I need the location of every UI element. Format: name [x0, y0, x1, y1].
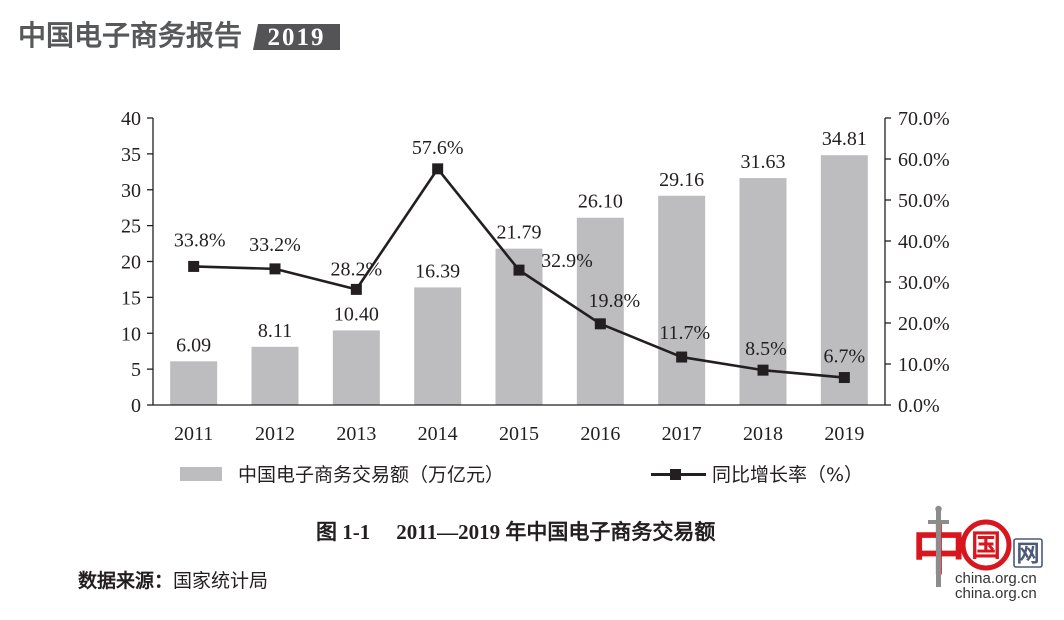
pillar-top [935, 505, 942, 513]
legend-bar-label: 中国电子商务交易额（万亿元） [238, 464, 505, 486]
growth-rate-marker-2014 [432, 163, 444, 175]
growth-rate-marker-2012 [269, 263, 281, 275]
growth-rate-marker-2013 [350, 283, 362, 295]
x-tick-label-2011: 2011 [174, 423, 213, 445]
logo-domain-line-1: china.org.cn [955, 570, 1037, 587]
growth-rate-label-2018: 8.5% [745, 338, 787, 360]
bar-2012 [251, 346, 299, 405]
right-y-tick-label: 40.0% [898, 231, 950, 253]
x-tick-label-2016: 2016 [580, 423, 620, 445]
right-y-tick-labels: 0.0% 10.0% 20.0% 30.0% 40.0% 50.0% 60.0% 70.0% [898, 108, 950, 417]
growth-rate-label-2014: 57.6% [412, 137, 464, 159]
huabiao-pillar-icon [928, 505, 949, 587]
right-y-tick-label: 50.0% [898, 190, 950, 212]
logo-guo-glyph: 国 [971, 529, 1001, 564]
growth-rate-label-2012: 33.2% [249, 234, 301, 256]
axes [147, 117, 891, 406]
figure-number: 图 1-1 [316, 520, 371, 544]
legend-line-swatch [651, 469, 706, 480]
left-y-tick-label: 30 [121, 180, 141, 202]
growth-rate-labels: 33.8% 33.2% 28.2% 57.6% 32.9% 19.8% 11.7% 8.5% 6… [174, 137, 865, 368]
logo-wang-box [1013, 538, 1043, 568]
growth-rate-marker-2015 [513, 264, 525, 276]
left-y-tick-label: 15 [121, 287, 141, 309]
bar-2014 [414, 287, 462, 405]
data-source-label: 数据来源： [78, 570, 174, 592]
bar-label-2015: 21.79 [497, 222, 542, 244]
bar-label-2011: 6.09 [176, 334, 211, 356]
bar-2013 [332, 330, 380, 405]
bar-label-2016: 26.10 [578, 191, 623, 213]
growth-rate-label-2013: 28.2% [330, 258, 382, 280]
bar-label-2018: 31.63 [741, 151, 786, 173]
left-y-tick-label: 25 [121, 216, 141, 238]
pillar-shaft [936, 509, 941, 587]
x-tick-label-2012: 2012 [255, 423, 295, 445]
right-y-tick-label: 70.0% [898, 108, 950, 130]
left-y-tick-labels: 0 5 10 15 20 25 30 35 40 [121, 108, 141, 417]
x-tick-label-2014: 2014 [418, 423, 458, 445]
growth-rate-marker-2017 [676, 351, 688, 363]
growth-rate-label-2019: 6.7% [823, 346, 865, 368]
data-source: 数据来源：国家统计局 [78, 568, 268, 594]
x-tick-label-2018: 2018 [743, 423, 783, 445]
bar-2017 [658, 195, 706, 405]
bar-label-2012: 8.11 [258, 320, 292, 342]
growth-rate-marker-2018 [757, 364, 769, 376]
pillar-cloud-board [928, 520, 949, 524]
growth-rate-marker-2011 [188, 260, 200, 272]
left-y-tick-label: 10 [121, 323, 141, 345]
left-y-tick-label: 5 [131, 359, 141, 381]
right-y-tick-label: 60.0% [898, 149, 950, 171]
bar-label-2019: 34.81 [822, 128, 867, 150]
china-org-cn-logo: 中 国 网 china.org.cn china.org.cn [912, 505, 1043, 602]
growth-rate-label-2017: 11.7% [659, 322, 710, 344]
data-source-value: 国家统计局 [173, 570, 269, 592]
growth-rate-marker-2019 [838, 372, 850, 384]
bar-series [170, 155, 868, 405]
legend-bar-swatch [180, 467, 222, 481]
figure-caption: 图 1-1 2011—2019 年中国电子商务交易额 [316, 518, 715, 546]
logo-guo-ring [960, 519, 1012, 571]
report-title: 中国电子商务报告 [18, 19, 243, 52]
bar-data-labels: 6.09 8.11 10.40 16.39 21.79 26.10 29.16 31.63 34… [176, 128, 867, 356]
right-y-tick-label: 0.0% [898, 395, 940, 417]
bar-2019 [820, 155, 868, 405]
figure-title: 2011—2019 年中国电子商务交易额 [396, 520, 716, 544]
x-tick-labels: 2011 2012 2013 2014 2015 2016 2017 2018 2019 [174, 423, 864, 445]
x-tick-label-2015: 2015 [499, 423, 539, 445]
right-y-tick-label: 30.0% [898, 272, 950, 294]
left-y-tick-label: 20 [121, 252, 141, 274]
growth-rate-markers [188, 163, 850, 384]
report-year-badge: 2019 [253, 24, 340, 50]
logo-wang-glyph: 网 [1017, 541, 1040, 567]
right-y-tick-label: 20.0% [898, 313, 950, 335]
x-tick-label-2013: 2013 [336, 423, 376, 445]
growth-rate-label-2011: 33.8% [174, 229, 226, 251]
bar-2011 [170, 361, 218, 405]
bar-label-2014: 16.39 [415, 260, 460, 282]
bar-label-2017: 29.16 [659, 169, 704, 191]
bar-label-2013: 10.40 [334, 303, 379, 325]
logo-domain-line-2: china.org.cn [955, 585, 1037, 602]
growth-rate-label-2015: 32.9% [541, 250, 593, 272]
bar-2016 [576, 217, 624, 405]
left-y-tick-label: 40 [121, 108, 141, 130]
right-y-tick-label: 10.0% [898, 354, 950, 376]
left-y-tick-label: 0 [131, 395, 141, 417]
x-tick-label-2019: 2019 [824, 423, 864, 445]
legend-line-label: 同比增长率（%） [712, 464, 864, 486]
left-y-tick-label: 35 [121, 144, 141, 166]
x-tick-label-2017: 2017 [662, 423, 702, 445]
legend-line-marker-icon [670, 469, 681, 480]
growth-rate-marker-2016 [594, 318, 606, 330]
growth-rate-label-2016: 19.8% [588, 290, 640, 312]
